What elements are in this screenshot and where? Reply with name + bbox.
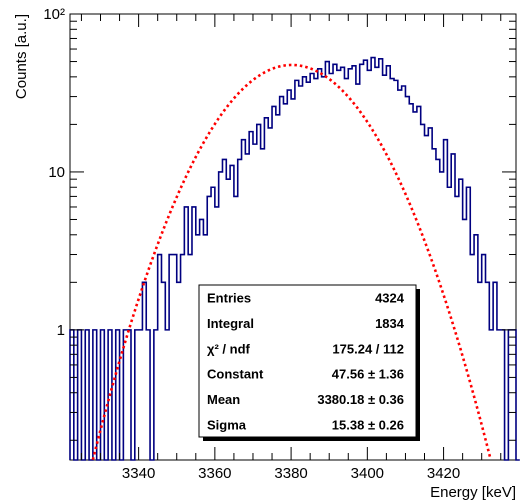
x-tick-label: 3400 bbox=[351, 465, 384, 482]
stats-box-frame bbox=[198, 284, 417, 438]
fit-layer bbox=[91, 63, 492, 461]
y-tick-label: 1 bbox=[57, 322, 65, 339]
stats-value: 4324 bbox=[375, 291, 405, 306]
stats-label: Entries bbox=[207, 291, 251, 306]
stats-label: Integral bbox=[207, 316, 254, 331]
y-axis: 1 10 10² bbox=[43, 6, 516, 441]
y-tick-label: 10 bbox=[48, 164, 65, 181]
x-tick-label: 3380 bbox=[274, 465, 307, 482]
histogram-step-line bbox=[69, 56, 520, 461]
x-axis: 3340 3360 3380 3400 3420 bbox=[80, 14, 502, 482]
stats-value: 15.38 ± 0.26 bbox=[332, 417, 404, 432]
x-tick-label: 3340 bbox=[122, 465, 155, 482]
stats-label: Mean bbox=[207, 392, 240, 407]
x-tick-label: 3420 bbox=[427, 465, 460, 482]
y-axis-title: Counts [a.u.] bbox=[13, 14, 30, 99]
stats-value: 1834 bbox=[375, 316, 405, 331]
y-tick-label: 10² bbox=[43, 6, 65, 23]
stats-value: 175.24 / 112 bbox=[332, 341, 404, 356]
plot-frame bbox=[69, 13, 517, 461]
x-tick-label: 3360 bbox=[198, 465, 231, 482]
stats-label: Constant bbox=[207, 367, 264, 382]
stats-label: χ² / ndf bbox=[207, 341, 251, 356]
stats-box: Entries 4324 Integral 1834 χ² / ndf 175.24 / … bbox=[198, 284, 420, 441]
histogram-layer bbox=[69, 56, 520, 461]
stats-rows: Entries 4324 Integral 1834 χ² / ndf 175.24 / … bbox=[207, 291, 405, 433]
fit-curve bbox=[91, 63, 492, 461]
stats-label: Sigma bbox=[207, 417, 247, 432]
x-axis-title: Energy [keV] bbox=[430, 484, 516, 501]
stats-value: 3380.18 ± 0.36 bbox=[317, 392, 404, 407]
stats-value: 47.56 ± 1.36 bbox=[332, 367, 404, 382]
